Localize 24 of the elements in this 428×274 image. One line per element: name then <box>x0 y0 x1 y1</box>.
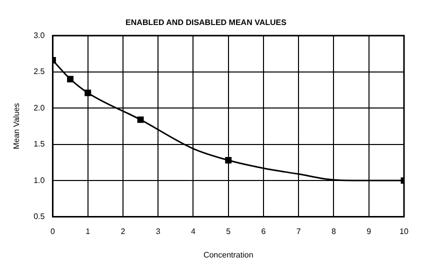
y-tick-label: 1.0 <box>34 176 46 185</box>
x-tick-label: 6 <box>261 226 266 236</box>
y-tick-label: 2.0 <box>34 103 46 112</box>
y-tick-label: 1.5 <box>34 140 46 149</box>
x-tick-label: 2 <box>120 226 126 236</box>
y-tick-label: 3.0 <box>34 30 46 40</box>
y-tick-label: 2.5 <box>34 67 46 76</box>
y-tick-label: 0.5 <box>34 212 46 222</box>
x-tick-label: 5 <box>226 226 232 236</box>
x-tick-label: 4 <box>191 226 196 236</box>
x-tick-label: 9 <box>366 226 372 236</box>
point <box>225 157 232 164</box>
x-tick-label: 1 <box>86 226 91 236</box>
point <box>84 90 92 96</box>
x-tick-label: 8 <box>332 226 337 236</box>
x-tick-label: 10 <box>400 226 409 236</box>
y-axis-title: Mean Values <box>12 103 22 150</box>
x-tick-label: 7 <box>296 226 302 236</box>
x-axis-title: Concentration <box>203 250 254 260</box>
point <box>137 116 144 123</box>
x-tick-label: 3 <box>156 226 161 236</box>
chart-title: ENABLED AND DISABLED MEAN VALUES <box>126 18 288 28</box>
x-tick-label: 0 <box>50 226 56 236</box>
point <box>67 76 74 82</box>
